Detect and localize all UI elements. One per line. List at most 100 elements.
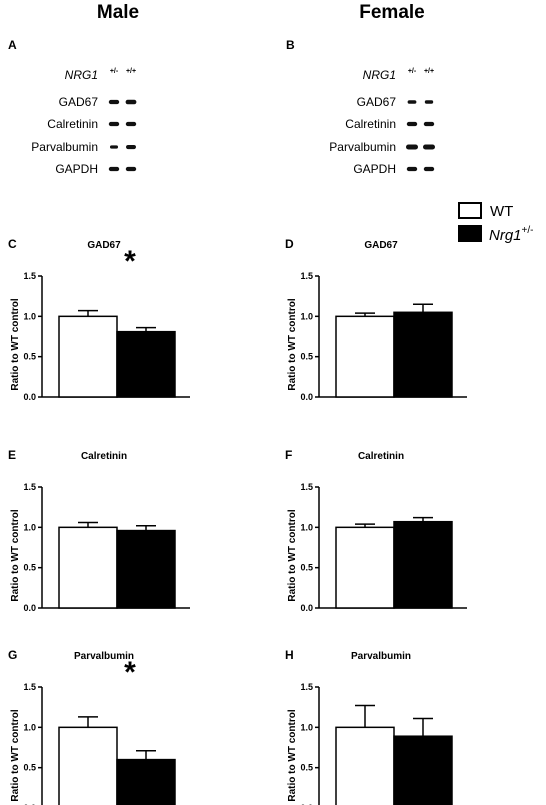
y-tick-label: 1.5 (300, 682, 313, 692)
y-tick-label: 0.0 (300, 603, 313, 613)
blot-band (424, 100, 434, 104)
y-tick-label: 0.0 (300, 803, 313, 805)
y-tick-label: 1.0 (23, 722, 36, 732)
column-title-female: Female (359, 2, 424, 23)
legend-wt-swatch (458, 202, 482, 219)
column-title-male: Male (97, 2, 139, 23)
chart-title: GAD67 (364, 240, 398, 251)
blot-band (125, 166, 137, 172)
y-tick-label: 0.0 (23, 603, 36, 613)
panel-letter: G (8, 648, 17, 662)
bar-nrg1 (116, 758, 176, 805)
panel-letter: C (8, 237, 17, 251)
chart-title: GAD67 (87, 240, 121, 251)
blot-gene-label: NRG1 (65, 68, 98, 82)
y-tick-label: 1.5 (300, 482, 313, 492)
blot-genotype-label: +/- (110, 68, 119, 75)
y-tick-label: 0.5 (300, 352, 313, 362)
y-tick-label: 0.0 (23, 803, 36, 805)
y-tick-label: 1.0 (300, 311, 313, 321)
y-axis-label: Ratio to WT control (287, 298, 298, 390)
legend-mut-label: Nrg1+/- (489, 225, 533, 244)
blot-band (423, 121, 435, 127)
legend-wt-label: WT (490, 203, 513, 220)
blot-panel-b: B NRG1 +/- +/+ GAD67 Calretinin Parvalbumin GAP… (286, 38, 435, 176)
blot-band (125, 121, 137, 127)
bar-wt (335, 726, 395, 805)
y-tick-label: 0.5 (300, 763, 313, 773)
blot-genotype-label: +/+ (126, 68, 136, 75)
blot-band (406, 144, 418, 150)
y-tick-label: 1.0 (300, 722, 313, 732)
y-tick-label: 1.0 (300, 522, 313, 532)
blot-gene-label: NRG1 (363, 68, 396, 82)
blot-row-label: Parvalbumin (329, 140, 396, 154)
y-axis-label: Ratio to WT control (10, 709, 21, 801)
blot-band (108, 121, 120, 127)
blot-row-label: GAPDH (353, 162, 396, 176)
blot-band (108, 99, 120, 105)
panel-letter: D (285, 237, 294, 251)
bar-nrg1 (393, 520, 453, 609)
blot-row-label: Calretinin (47, 117, 98, 131)
blot-band (406, 121, 418, 127)
blot-band (423, 166, 435, 172)
bar-nrg1 (393, 735, 453, 805)
y-tick-label: 1.0 (23, 522, 36, 532)
chart-title: Parvalbumin (351, 651, 411, 662)
blot-row-label: Parvalbumin (31, 140, 98, 154)
y-tick-label: 1.5 (300, 271, 313, 281)
legend: WT Nrg1+/- (458, 202, 533, 244)
legend-mut-name: Nrg1 (489, 227, 522, 244)
blot-band (126, 144, 136, 150)
blot-band (406, 166, 418, 172)
y-tick-label: 1.0 (23, 311, 36, 321)
bar-wt (58, 315, 118, 398)
blot-band (125, 99, 137, 105)
blot-band (110, 145, 118, 149)
blot-band (108, 166, 120, 172)
y-tick-label: 1.5 (23, 482, 36, 492)
y-tick-label: 0.5 (23, 352, 36, 362)
bar-wt (58, 526, 118, 609)
bar-wt (335, 526, 395, 609)
y-tick-label: 0.0 (300, 392, 313, 402)
bar-nrg1 (116, 529, 176, 609)
y-axis-label: Ratio to WT control (287, 509, 298, 601)
y-tick-label: 0.5 (300, 563, 313, 573)
chart-title: Calretinin (358, 451, 404, 462)
western-blots: A NRG1 +/- +/+ GAD67 Calretinin Parvalbumin GAP… (8, 38, 435, 176)
blot-panel-a: A NRG1 +/- +/+ GAD67 Calretinin Parvalbumin GAP… (8, 38, 137, 176)
blot-band (423, 144, 435, 150)
bar-nrg1 (116, 330, 176, 398)
bar-wt (335, 315, 395, 398)
y-axis-label: Ratio to WT control (287, 709, 298, 801)
blot-row-label: GAD67 (59, 95, 99, 109)
blot-genotype-label: +/- (408, 68, 417, 75)
y-tick-label: 1.5 (23, 271, 36, 281)
legend-mut-swatch (458, 225, 482, 242)
significance-star: * (124, 656, 136, 689)
panel-letter: E (8, 448, 16, 462)
panel-letter: H (285, 648, 294, 662)
y-tick-label: 0.0 (23, 392, 36, 402)
blot-band (407, 100, 417, 104)
blot-row-label: GAPDH (55, 162, 98, 176)
chart-title: Calretinin (81, 451, 127, 462)
y-axis-label: Ratio to WT control (10, 509, 21, 601)
bar-nrg1 (393, 311, 453, 398)
blot-row-label: Calretinin (345, 117, 396, 131)
y-axis-label: Ratio to WT control (10, 298, 21, 390)
legend-mut-superscript: +/- (522, 225, 534, 236)
chart-title: Parvalbumin (74, 651, 134, 662)
y-tick-label: 0.5 (23, 563, 36, 573)
significance-star: * (124, 245, 136, 278)
